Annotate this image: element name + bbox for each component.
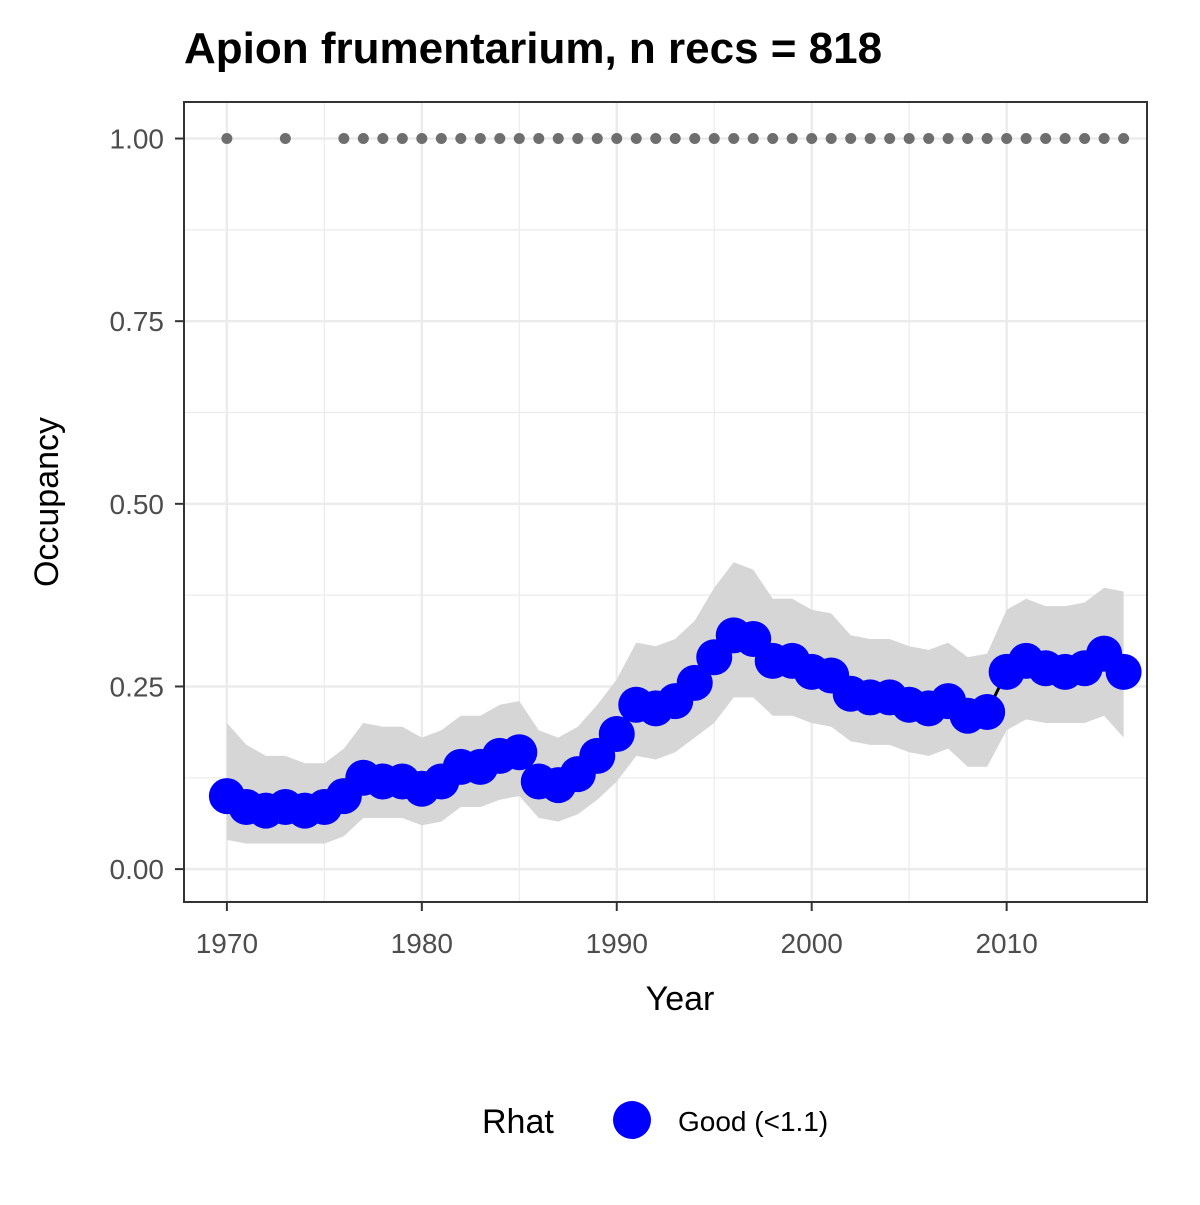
record-year-dot xyxy=(611,133,623,145)
record-year-dot xyxy=(1098,133,1110,145)
record-year-dot xyxy=(962,133,974,145)
record-year-dot xyxy=(981,133,993,145)
legend-title: Rhat xyxy=(482,1103,554,1141)
record-year-dot xyxy=(767,133,779,145)
record-year-dot xyxy=(1040,133,1052,145)
record-year-dot xyxy=(455,133,467,145)
record-year-dot xyxy=(630,133,642,145)
record-year-dot xyxy=(806,133,818,145)
record-year-dot xyxy=(1079,133,1091,145)
legend: Rhat Good (<1.1) xyxy=(482,1101,828,1141)
y-tick-label: 0.00 xyxy=(110,854,165,885)
record-year-dot xyxy=(377,133,389,145)
y-axis-title: Occupancy xyxy=(28,417,66,587)
x-tick-label: 2000 xyxy=(781,928,843,959)
record-year-dot xyxy=(1118,133,1130,145)
x-axis-title: Year xyxy=(646,980,715,1018)
chart-title: Apion frumentarium, n recs = 818 xyxy=(184,24,882,73)
y-tick-label: 0.25 xyxy=(110,671,165,702)
occupancy-points-layer xyxy=(208,617,1142,829)
record-year-dot xyxy=(825,133,837,145)
legend-label-good: Good (<1.1) xyxy=(678,1106,828,1137)
gridlines xyxy=(184,102,1147,902)
record-year-dot xyxy=(552,133,564,145)
record-year-dot xyxy=(396,133,408,145)
record-year-dot xyxy=(591,133,603,145)
record-year-dot xyxy=(572,133,584,145)
record-year-dot xyxy=(435,133,447,145)
record-year-dot xyxy=(494,133,506,145)
record-year-dot xyxy=(942,133,954,145)
record-year-dot xyxy=(747,133,759,145)
record-year-dot xyxy=(689,133,701,145)
record-year-dot xyxy=(845,133,857,145)
x-tick-label: 1980 xyxy=(391,928,453,959)
record-year-dot xyxy=(1020,133,1032,145)
y-tick-label: 0.50 xyxy=(110,489,165,520)
occupancy-point xyxy=(969,694,1006,731)
x-tick-label: 2010 xyxy=(975,928,1037,959)
record-year-dot xyxy=(669,133,681,145)
record-year-dot xyxy=(650,133,662,145)
record-year-dot xyxy=(786,133,798,145)
y-tick-label: 1.00 xyxy=(110,124,165,155)
occupancy-point xyxy=(501,734,538,771)
record-year-dot xyxy=(533,133,545,145)
record-year-dot xyxy=(923,133,935,145)
axis-ticks: 1970 1980 1990 2000 2010 0.00 0.25 0.50 0.75 1.00 xyxy=(110,124,1038,959)
record-year-dot xyxy=(1059,133,1071,145)
y-tick-label: 0.75 xyxy=(110,306,165,337)
record-year-dot xyxy=(864,133,876,145)
record-year-dot xyxy=(416,133,428,145)
legend-key-good xyxy=(613,1101,651,1139)
record-year-dot xyxy=(338,133,350,145)
record-year-dot xyxy=(884,133,896,145)
record-year-dot xyxy=(357,133,369,145)
occupancy-point xyxy=(676,664,713,701)
record-year-dot xyxy=(903,133,915,145)
record-year-dot xyxy=(279,133,291,145)
occupancy-point xyxy=(598,715,635,752)
record-year-dot xyxy=(221,133,233,145)
record-year-dots-layer xyxy=(221,133,1130,145)
x-tick-label: 1990 xyxy=(586,928,648,959)
record-year-dot xyxy=(728,133,740,145)
record-year-dot xyxy=(513,133,525,145)
record-year-dot xyxy=(474,133,486,145)
record-year-dot xyxy=(1001,133,1013,145)
panel-border xyxy=(183,101,1148,903)
x-tick-label: 1970 xyxy=(196,928,258,959)
record-year-dot xyxy=(708,133,720,145)
occupancy-point xyxy=(1105,653,1142,690)
